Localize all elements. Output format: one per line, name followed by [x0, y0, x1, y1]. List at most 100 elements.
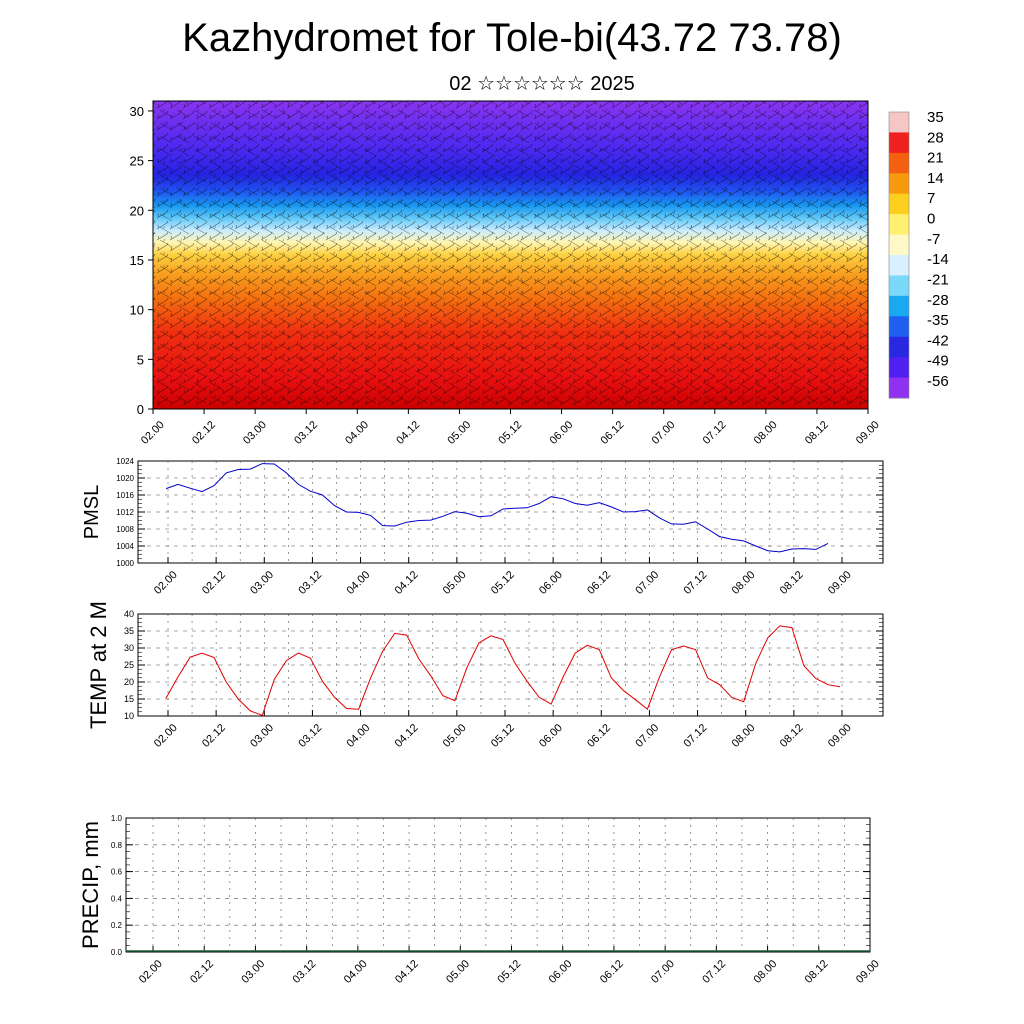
- colorbar-segment: [889, 214, 909, 236]
- x-tick-label: 04.12: [393, 722, 421, 750]
- x-tick-label: 06.12: [599, 419, 627, 447]
- x-tick-label: 05.12: [496, 419, 524, 447]
- chart-title: Kazhydromet for Tole-bi(43.72 73.78): [182, 16, 842, 60]
- x-tick-label: 03.00: [241, 419, 269, 447]
- colorbar-label: 28: [927, 129, 944, 146]
- x-tick-label: 04.12: [393, 958, 421, 986]
- colorbar-segment: [889, 112, 909, 133]
- y-tick-label: 1020: [116, 474, 134, 483]
- x-tick-label: 04.00: [342, 958, 370, 986]
- x-tick-label: 09.00: [826, 569, 854, 597]
- colorbar-segment: [889, 316, 909, 338]
- x-tick-label: 03.00: [248, 722, 276, 750]
- y-axis-label: TEMP at 2 M: [86, 601, 111, 729]
- y-axis-label: PMSL: [81, 485, 103, 539]
- colorbar-segment: [889, 193, 909, 215]
- x-tick-label: 05.12: [495, 958, 523, 986]
- x-tick-label: 03.12: [296, 569, 324, 597]
- x-tick-label: 09.00: [826, 722, 854, 750]
- temperature-panel: 10 15 20 25 30 35 40 02.00 02.12 03.00 03.12 04.00 0…: [86, 601, 884, 750]
- x-tick-label: 02.00: [152, 722, 180, 750]
- x-tick-label: 07.12: [681, 569, 709, 597]
- x-tick-label: 06.00: [547, 419, 575, 447]
- x-tick-label: 08.12: [778, 722, 806, 750]
- x-tick-label: 08.00: [751, 958, 779, 986]
- colorbar-segment: [889, 275, 909, 297]
- y-tick-label: 35: [124, 626, 134, 636]
- y-tick-label: 1008: [116, 525, 134, 534]
- x-tick-label: 08.12: [803, 419, 831, 447]
- x-tick-label: 04.12: [394, 419, 422, 447]
- x-tick-label: 05.00: [445, 419, 473, 447]
- x-tick-label: 03.00: [239, 958, 267, 986]
- colorbar-label: 35: [927, 109, 944, 126]
- y-tick-label: 10: [124, 711, 134, 721]
- x-tick-label: 02.00: [137, 958, 165, 986]
- x-tick-label: 06.12: [585, 569, 613, 597]
- wind-barbs-secondary: [153, 101, 868, 409]
- x-tick-label: 03.12: [292, 419, 320, 447]
- colorbar-label: -7: [927, 231, 940, 248]
- x-tick-label: 02.00: [152, 569, 180, 597]
- y-tick-label: 20: [130, 203, 144, 218]
- x-tick-label: 09.00: [854, 958, 882, 986]
- y-tick-label: 1000: [116, 559, 134, 568]
- x-tick-label: 05.12: [489, 722, 517, 750]
- y-tick-label: 1.0: [111, 814, 123, 823]
- chart-subtitle: 02 ☆☆☆☆☆☆ 2025: [449, 73, 635, 95]
- y-axis-label: PRECIP, mm: [78, 821, 103, 949]
- x-tick-label: 04.00: [344, 722, 372, 750]
- y-tick-label: 0.0: [111, 948, 123, 957]
- colorbar-label: -56: [927, 373, 949, 390]
- x-tick-label: 07.00: [633, 569, 661, 597]
- colorbar-segment: [889, 336, 909, 358]
- x-tick-label: 07.00: [650, 419, 678, 447]
- colorbar-segment: [889, 357, 909, 379]
- x-tick-label: 06.12: [585, 722, 613, 750]
- x-tick-label: 08.00: [730, 569, 758, 597]
- x-tick-label: 02.12: [188, 958, 216, 986]
- x-tick-label: 08.12: [778, 569, 806, 597]
- x-tick-label: 02.12: [190, 419, 218, 447]
- y-tick-label: 25: [124, 660, 134, 670]
- x-tick-label: 07.12: [701, 419, 729, 447]
- data-line: [165, 463, 829, 553]
- x-tick-label: 03.00: [248, 569, 276, 597]
- x-tick-label: 05.00: [444, 958, 472, 986]
- x-tick-label: 07.00: [649, 958, 677, 986]
- pmsl-panel: 1000 1004 1008 1012 1016 1020 1024 02.00 02.12 03…: [81, 457, 884, 597]
- colorbar-label: -14: [927, 251, 949, 268]
- y-tick-label: 0: [137, 402, 144, 417]
- vertical-section-panel: 0 5 10 15 20 25 30 02.00 02.12 03.00 03.12 04.00 04.…: [130, 100, 949, 447]
- colorbar-label: 21: [927, 150, 944, 167]
- x-tick-label: 03.12: [291, 958, 319, 986]
- colorbar-segment: [889, 132, 909, 154]
- colorbar-segment: [889, 234, 909, 256]
- x-tick-label: 04.00: [344, 569, 372, 597]
- y-tick-label: 1016: [116, 491, 134, 500]
- x-tick-label: 06.00: [537, 569, 565, 597]
- x-tick-label: 08.00: [752, 419, 780, 447]
- colorbar-label: 7: [927, 190, 935, 207]
- y-tick-label: 0.2: [111, 921, 123, 930]
- x-tick-label: 02.12: [200, 569, 228, 597]
- colorbar-label: 14: [927, 170, 944, 187]
- x-tick-label: 06.00: [537, 722, 565, 750]
- y-tick-label: 30: [130, 104, 144, 119]
- y-tick-label: 1004: [116, 542, 134, 551]
- colorbar-label: 0: [927, 211, 935, 228]
- y-tick-label: 25: [130, 154, 144, 169]
- x-tick-label: 07.12: [700, 958, 728, 986]
- colorbar-segment: [889, 152, 909, 174]
- x-tick-label: 02.12: [200, 722, 228, 750]
- x-tick-label: 03.12: [296, 722, 324, 750]
- x-tick-label: 08.00: [730, 722, 758, 750]
- y-tick-label: 0.6: [111, 868, 123, 877]
- y-tick-label: 1012: [116, 508, 134, 517]
- y-tick-label: 10: [130, 303, 144, 318]
- y-tick-label: 15: [124, 694, 134, 704]
- colorbar-segment: [889, 295, 909, 317]
- y-tick-label: 20: [124, 677, 134, 687]
- y-tick-label: 1024: [116, 457, 134, 466]
